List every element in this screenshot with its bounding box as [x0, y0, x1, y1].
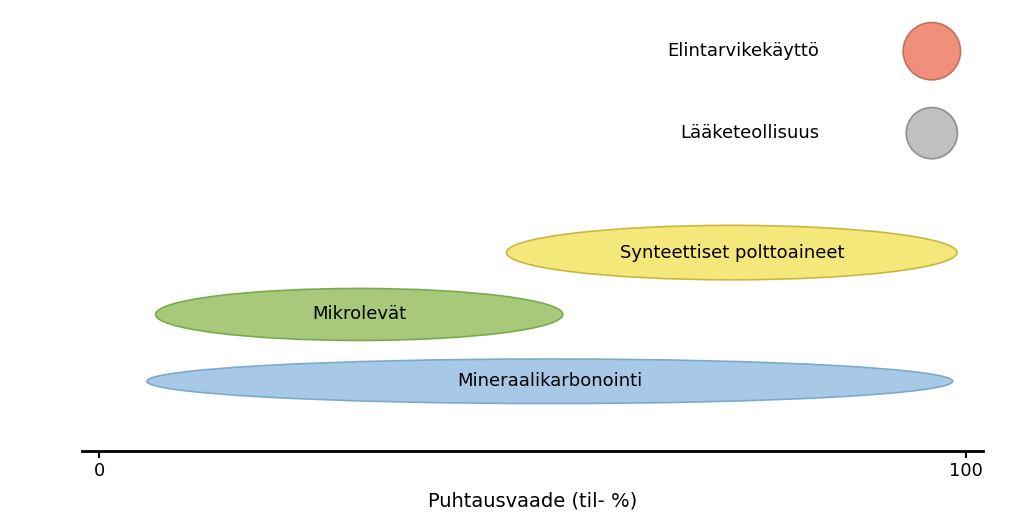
Ellipse shape: [507, 225, 957, 280]
Text: Mineraalikarbonointi: Mineraalikarbonointi: [457, 372, 642, 390]
X-axis label: Puhtausvaade (til- %): Puhtausvaade (til- %): [428, 492, 637, 510]
Text: Mikrolevät: Mikrolevät: [312, 306, 407, 324]
Ellipse shape: [156, 288, 563, 340]
Text: Elintarvikekäyttö: Elintarvikekäyttö: [668, 42, 819, 60]
Text: Synteettiset polttoaineet: Synteettiset polttoaineet: [620, 244, 844, 262]
Text: Lääketeollisuus: Lääketeollisuus: [680, 124, 819, 142]
Ellipse shape: [146, 359, 952, 403]
